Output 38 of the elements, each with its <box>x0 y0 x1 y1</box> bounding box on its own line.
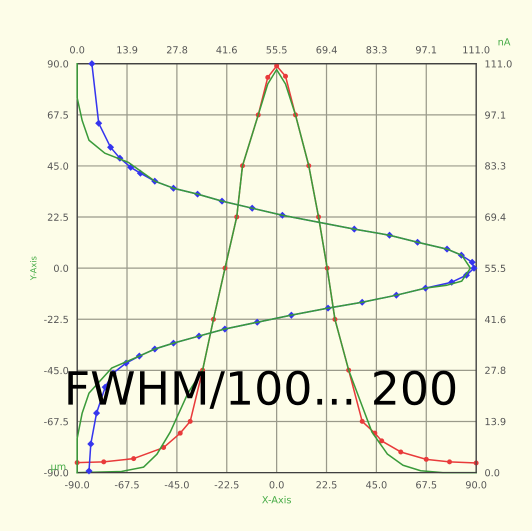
x-tick-label: 0.0 <box>270 481 284 488</box>
x-tick-label: -22.5 <box>214 481 238 488</box>
x-tick-label: -90.0 <box>65 481 90 488</box>
y2-tick-label: 0.0 <box>485 469 500 476</box>
x2-tick-label: 111.0 <box>463 46 490 54</box>
y2-tick-label: 111.0 <box>486 60 512 68</box>
x2-tick-label: 41.6 <box>216 46 237 54</box>
x-axis-title: X-Axis <box>262 496 291 504</box>
x-tick-label: 45.0 <box>366 481 387 488</box>
y2-tick-label: 97.1 <box>485 111 506 119</box>
y-tick-label: -45.0 <box>44 366 68 374</box>
x-tick-label: 90.0 <box>466 481 486 488</box>
x2-tick-label: 69.4 <box>316 46 337 54</box>
y-tick-label: 67.5 <box>48 111 68 119</box>
x-tick-label: -67.5 <box>114 481 139 488</box>
y2-tick-label: 41.6 <box>484 316 506 324</box>
x2-tick-label: 13.9 <box>117 46 138 54</box>
y2-tick-label: 55.5 <box>485 264 506 272</box>
y2-tick-label: 13.9 <box>486 418 506 426</box>
x2-tick-label: 0.0 <box>70 46 84 54</box>
y-tick-label: 22.5 <box>48 214 68 221</box>
y-tick-label: -67.5 <box>44 418 68 426</box>
x2-tick-label: 83.3 <box>366 46 387 54</box>
x-tick-label: 67.5 <box>416 481 436 488</box>
y-tick-label: 45.0 <box>48 162 68 170</box>
x-tick-label: -45.0 <box>164 481 189 488</box>
y-tick-label: 90.0 <box>48 60 68 68</box>
y-tick-label: -22.5 <box>44 316 68 324</box>
x2-axis-title: nA <box>498 38 510 46</box>
x2-tick-label: 27.8 <box>166 46 188 54</box>
y2-tick-label: 83.3 <box>485 162 506 170</box>
y2-tick-label: 27.8 <box>485 366 506 374</box>
y2-tick-label: 69.4 <box>485 213 506 221</box>
x2-tick-label: 97.1 <box>416 46 436 54</box>
x2-tick-label: 55.5 <box>266 46 287 54</box>
x-tick-label: 22.5 <box>316 481 336 488</box>
y-tick-label: 0.0 <box>54 264 68 272</box>
y-axis-title: Y-Axis <box>30 256 36 280</box>
